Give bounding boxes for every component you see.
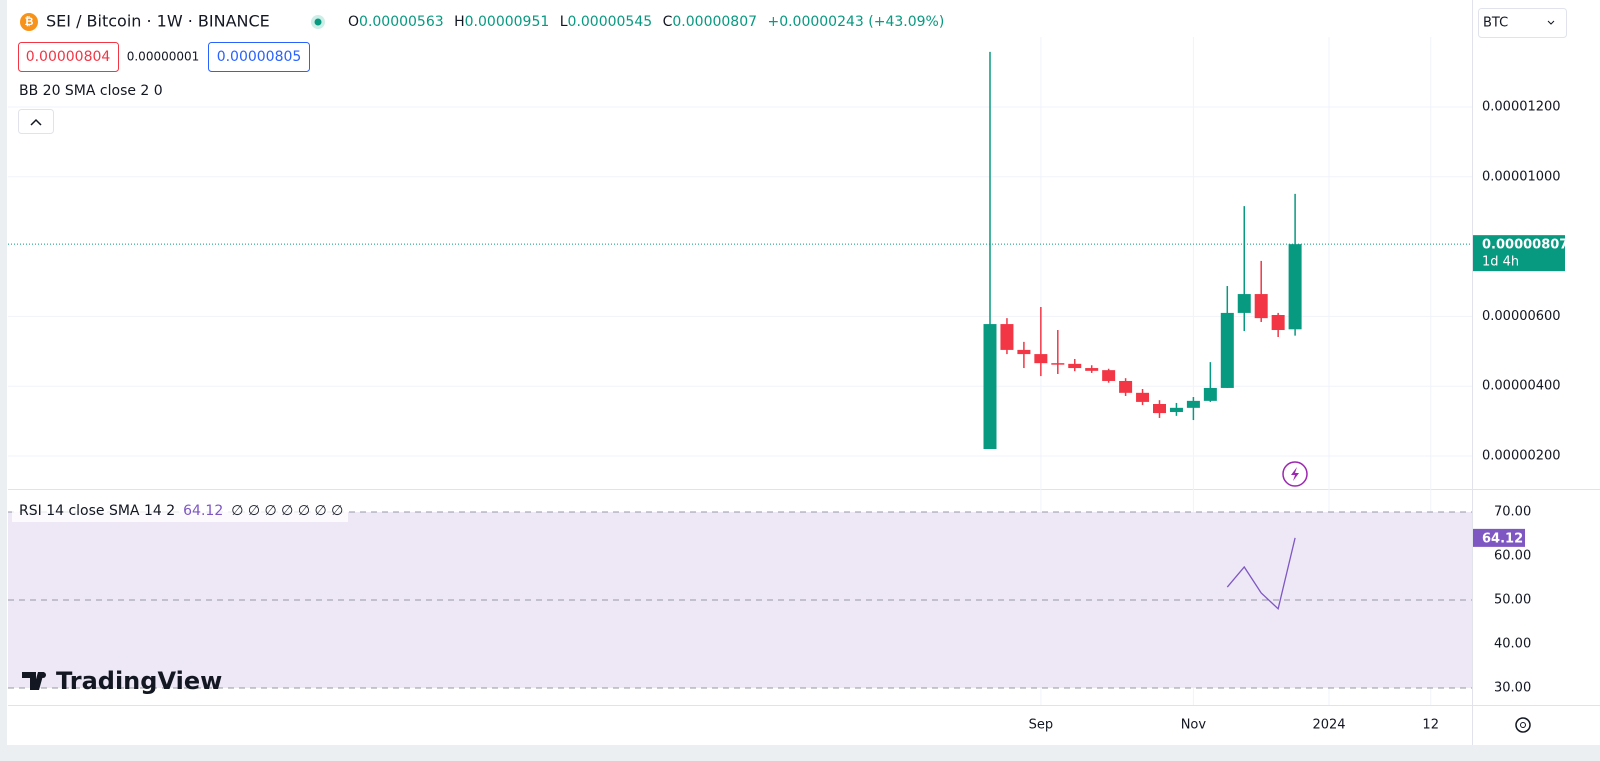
ohlc: O0.00000563 H0.00000951 L0.00000545 C0.0…: [348, 14, 944, 30]
x-tick-label: Nov: [1181, 718, 1207, 733]
y-tick-label: 50.00: [1494, 593, 1531, 608]
x-tick-label: Sep: [1029, 718, 1054, 733]
y-tick-label: 60.00: [1494, 549, 1531, 564]
last-price-label: 0.00000807: [1482, 238, 1568, 253]
symbol[interactable]: SEI / Bitcoin · 1W · BINANCE: [46, 12, 270, 31]
y-tick-label: 0.00001000: [1482, 169, 1561, 184]
candle-body: [1220, 312, 1234, 388]
y-tick-label: 0.00000400: [1482, 379, 1561, 394]
currency-button[interactable]: [1478, 8, 1567, 38]
collapse-button[interactable]: [18, 109, 54, 134]
y-tick-label: 30.00: [1494, 681, 1531, 696]
candle-body: [1068, 363, 1082, 369]
y-tick-label: 0.00000600: [1482, 309, 1561, 324]
settings-icon-core: [1520, 722, 1526, 728]
high-label: H: [454, 14, 465, 30]
currency-caret: [1547, 20, 1555, 25]
rsi-legend-extra: ∅ ∅ ∅ ∅ ∅ ∅ ∅: [231, 503, 343, 519]
rsi-title: RSI 14 close SMA 14 2: [19, 503, 175, 519]
coin-icon-glyph: ₿: [25, 15, 34, 28]
rsi-legend: RSI 14 close SMA 14 2 64.12 ∅ ∅ ∅ ∅ ∅ ∅ ∅: [19, 503, 343, 519]
last-price-badge: [1473, 235, 1565, 272]
candle-body: [1102, 370, 1116, 381]
close-label: C: [663, 14, 673, 30]
candle-body: [983, 324, 997, 450]
countdown: 1d 4h: [1482, 255, 1519, 270]
settings-icon[interactable]: [1515, 717, 1531, 733]
candle-body: [1186, 400, 1200, 408]
candle-body: [1119, 380, 1133, 393]
rsi-legend-bg: [12, 500, 348, 522]
candle-body: [1288, 244, 1302, 330]
candle-body: [1271, 315, 1285, 331]
collapse-icon: [30, 118, 42, 126]
change: +0.00000243 (+43.09%): [767, 14, 944, 30]
y-tick-label: 0.00000200: [1482, 449, 1561, 464]
candle-body: [1034, 354, 1048, 364]
event-bolt: [1291, 467, 1299, 481]
candle-body: [1203, 387, 1217, 401]
close-value: 0.00000807: [672, 14, 757, 30]
coin-icon: [20, 13, 38, 31]
logo: TradingView: [56, 667, 222, 695]
currency: BTC: [1483, 16, 1508, 31]
status-dot: [314, 18, 322, 26]
frame-bottom: [0, 745, 1600, 761]
x-tick-label: 2024: [1312, 718, 1345, 733]
y-tick-label: 40.00: [1494, 637, 1531, 652]
candle-body: [1051, 363, 1065, 365]
logo-dot: [40, 672, 46, 678]
open-value: 0.00000563: [359, 14, 444, 30]
ask: 0.00000805: [217, 49, 302, 65]
x-tick-label: 12: [1422, 718, 1439, 733]
rsi-line: [1226, 537, 1296, 611]
high-value: 0.00000951: [465, 14, 550, 30]
candle-body: [1169, 407, 1183, 413]
candle-body: [1237, 294, 1251, 313]
candle-body: [1136, 392, 1150, 402]
candle-body: [1085, 368, 1099, 371]
rsi-badge-label: 64.12: [1482, 531, 1523, 546]
bb-legend: BB 20 SMA close 2 0: [19, 83, 163, 99]
y-tick-label: 0.00001200: [1482, 100, 1561, 115]
candle-body: [1000, 324, 1014, 350]
candle-body: [1254, 294, 1268, 319]
bid-box[interactable]: [18, 42, 119, 72]
rsi-legend-value: 64.12: [183, 503, 223, 519]
logo-mark: [22, 672, 44, 690]
frame-left: [0, 0, 7, 761]
y-tick-label: 70.00: [1494, 505, 1531, 520]
low-value: 0.00000545: [568, 14, 653, 30]
candle-body: [1017, 349, 1031, 355]
bid: 0.00000804: [26, 49, 111, 65]
ask-box[interactable]: [208, 42, 310, 72]
low-label: L: [560, 14, 568, 30]
spread: 0.00000001: [127, 50, 200, 64]
candle-body: [1153, 403, 1166, 414]
rsi-badge: [1473, 528, 1525, 547]
open-label: O: [348, 14, 359, 30]
